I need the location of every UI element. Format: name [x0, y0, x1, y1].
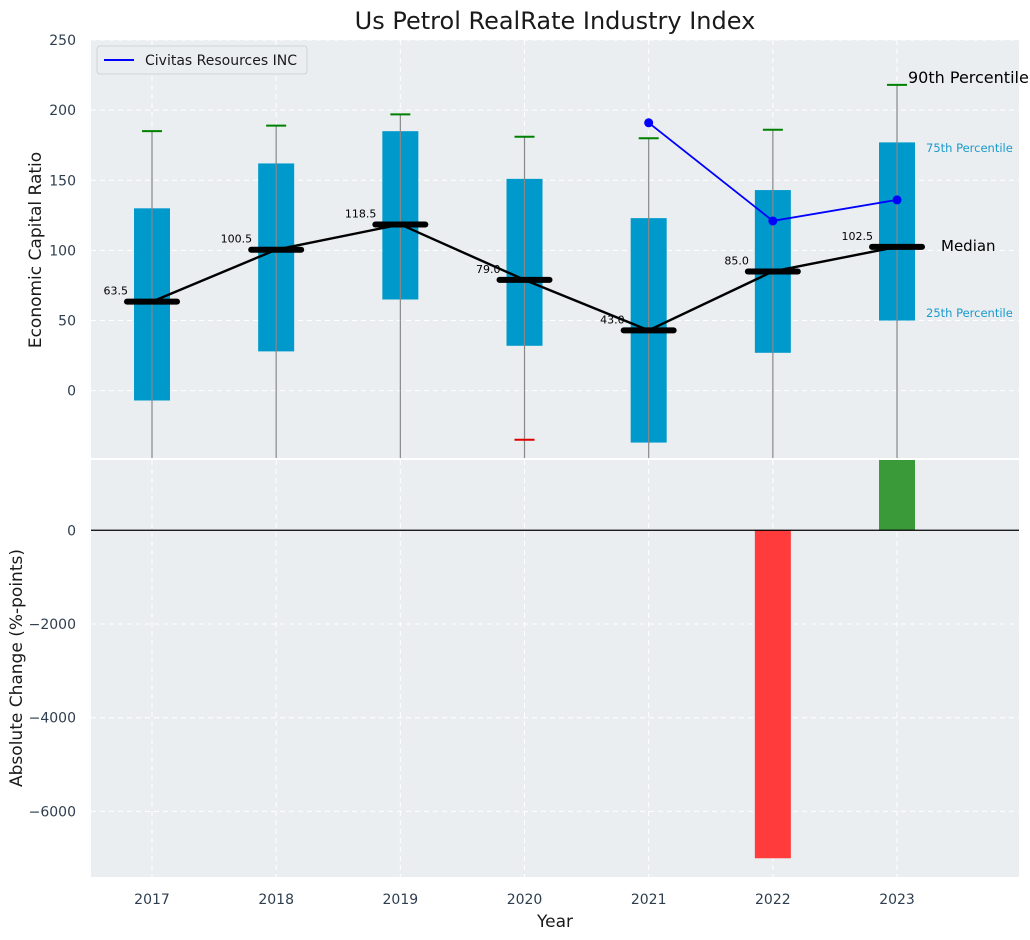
x-tick-label-2017: 2017 [134, 892, 170, 908]
legend-box [96, 45, 308, 75]
top-y-tick-label: 50 [58, 314, 76, 330]
top-y-tick-label: 250 [49, 33, 76, 49]
company-point-2023 [892, 195, 902, 205]
bottom-y-tick-label: −6000 [29, 804, 76, 820]
median-label-2017: 63.5 [104, 285, 129, 298]
bottom-panel: 0 −2000 −4000 −6000 2017 2018 2019 2020 2021 202… [7, 460, 1019, 932]
bottom-y-tick-label: −4000 [29, 711, 76, 727]
x-tick-label-2021: 2021 [631, 892, 667, 908]
change-bar-2023 [879, 460, 916, 531]
annotation-90th-percentile: 90th Percentile [908, 68, 1029, 87]
median-label-2023: 102.5 [842, 230, 874, 243]
bottom-plot-area [91, 460, 1019, 877]
top-y-axis-label: Economic Capital Ratio [26, 152, 46, 348]
x-tick-label-2018: 2018 [258, 892, 294, 908]
median-label-2020: 79.0 [476, 263, 501, 276]
company-point-2022 [768, 216, 778, 226]
median-label-2021: 43.0 [600, 313, 625, 326]
x-axis-label: Year [536, 912, 573, 932]
top-panel: 63.5 100.5 118.5 79.0 43.0 85.0 102.5 0 50 100 15… [26, 33, 1029, 458]
top-y-tick-label: 100 [49, 243, 76, 259]
bottom-y-axis-label: Absolute Change (%-points) [7, 549, 27, 787]
x-tick-label-2023: 2023 [879, 892, 915, 908]
median-label-2019: 118.5 [345, 207, 377, 220]
annotation-median: Median [941, 237, 996, 255]
x-tick-label-2020: 2020 [507, 892, 543, 908]
annotation-75th-percentile: 75th Percentile [926, 141, 1013, 155]
top-y-tick-label: 0 [67, 384, 76, 400]
median-label-2018: 100.5 [221, 233, 253, 246]
annotation-25th-percentile: 25th Percentile [926, 306, 1013, 320]
legend-label-civitas: Civitas Resources INC [145, 53, 297, 69]
median-label-2022: 85.0 [724, 254, 749, 267]
company-point-2021 [644, 118, 654, 128]
x-tick-label-2022: 2022 [755, 892, 791, 908]
top-y-tick-label: 200 [49, 103, 76, 119]
x-tick-label-2019: 2019 [383, 892, 419, 908]
bottom-y-tick-label: −2000 [29, 617, 76, 633]
bottom-y-tick-label: 0 [67, 523, 76, 539]
change-bar-2022 [754, 530, 791, 859]
legend: Civitas Resources INC [96, 45, 308, 75]
chart-title: Us Petrol RealRate Industry Index [355, 7, 756, 35]
top-y-tick-label: 150 [49, 173, 76, 189]
